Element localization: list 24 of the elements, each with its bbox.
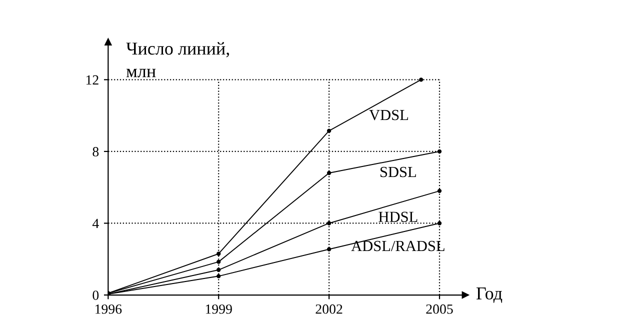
x-tick-label: 1996 (95, 304, 122, 314)
y-axis-title: Число линий, млн (126, 42, 230, 78)
point (326, 247, 332, 252)
point (326, 128, 332, 133)
series-label: ADSL/RADSL (351, 240, 444, 252)
series-label: SDSL (380, 166, 416, 178)
x-tick-label: 2005 (426, 304, 453, 314)
series-label: HDSL (378, 212, 418, 222)
point (216, 274, 221, 278)
point (437, 188, 442, 194)
x-axis-title: Год (476, 288, 502, 303)
x-tick-label: 1999 (206, 304, 232, 314)
point (216, 268, 221, 272)
series-label: VDSL (369, 110, 408, 120)
point (216, 260, 221, 264)
y-tick-label: 12 (86, 75, 98, 84)
x-tick-label: 2002 (316, 304, 342, 314)
y-tick-label: 0 (92, 290, 99, 300)
point (419, 78, 424, 82)
y-tick-label: 8 (92, 147, 99, 156)
point (216, 252, 221, 256)
point (326, 170, 332, 176)
point (326, 221, 332, 226)
y-tick-label: 4 (92, 218, 99, 228)
